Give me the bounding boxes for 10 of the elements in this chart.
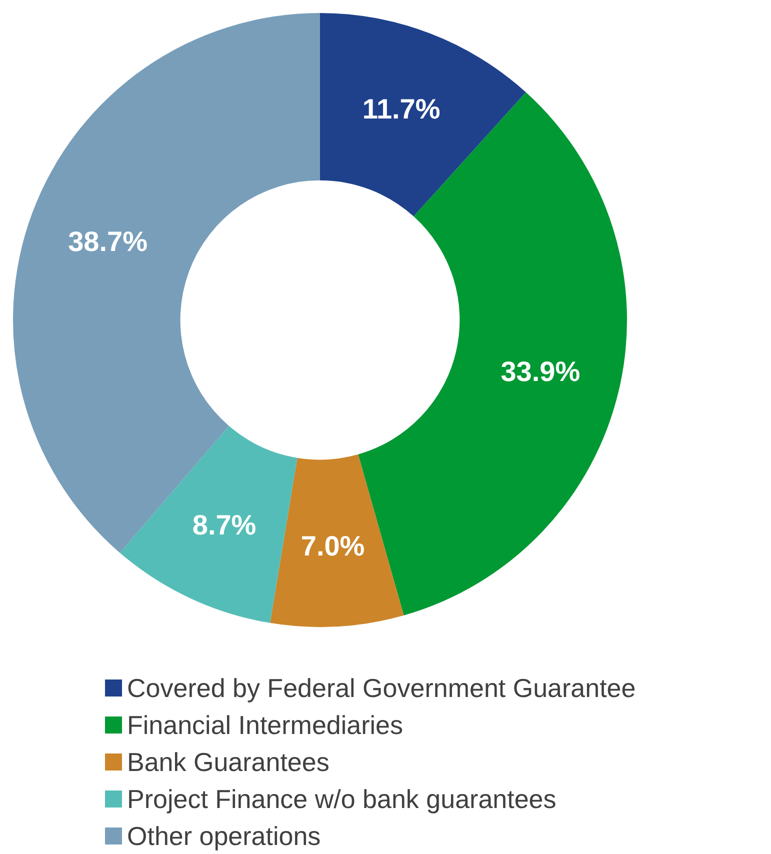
legend-label: Bank Guarantees [127,747,330,777]
data-label: 11.7% [362,93,440,124]
legend-label: Project Finance w/o bank guarantees [127,784,556,814]
data-label: 38.7% [68,226,148,257]
legend-label: Covered by Federal Government Guarantee [127,673,636,703]
legend-label: Financial Intermediaries [127,710,404,740]
data-label: 7.0% [300,530,365,562]
data-label: 8.7% [192,510,256,541]
legend-label: Other operations [127,821,321,851]
data-label: 33.9% [500,356,580,387]
